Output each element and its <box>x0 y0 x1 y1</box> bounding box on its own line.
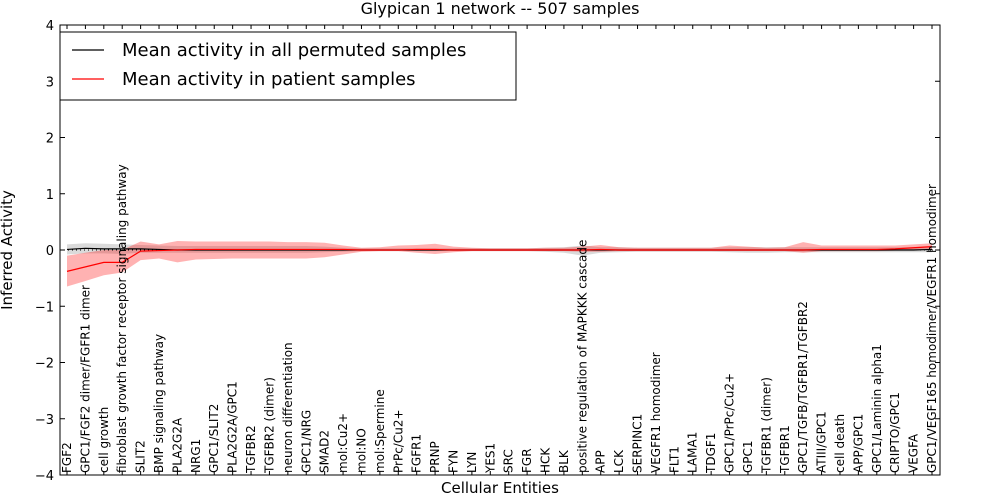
x-tick-label: mol:NO <box>354 428 368 473</box>
x-tick-label: HCK <box>539 447 553 473</box>
x-tick-label: TGFBR1 (dimer) <box>759 377 773 474</box>
legend-box <box>59 31 517 101</box>
x-tick-label: SLIT2 <box>134 440 148 473</box>
patient-samples-line <box>66 246 933 272</box>
x-tick-label: PLA2G2A <box>170 417 184 473</box>
x-tick-label: GPC1/TGFB/TGFBR1/TGFBR2 <box>796 301 810 473</box>
x-tick-label: FLT1 <box>667 446 681 473</box>
x-tick-label: ATIII/GPC1 <box>815 411 829 473</box>
y-axis-label: Inferred Activity <box>0 190 16 310</box>
plot-area <box>60 241 940 287</box>
x-tick-label: TGFBR2 (dimer) <box>262 377 276 474</box>
y-tick-label: 2 <box>46 132 54 147</box>
x-tick-label: LAMA1 <box>686 432 700 473</box>
x-tick-label: neuron differentiation <box>281 342 295 473</box>
patient-samples-band <box>67 241 932 287</box>
x-tick-label: TGFBR2 <box>244 425 258 474</box>
x-tick-label: FGFR1 <box>410 434 424 473</box>
legend-label: Mean activity in all permuted samples <box>122 40 466 61</box>
x-tick-label: PrPc/Cu2+ <box>391 409 405 473</box>
x-tick-label: cell growth <box>97 407 111 473</box>
x-tick-label: GPC1/PrPc/Cu2+ <box>723 373 737 473</box>
x-tick-label: SRC <box>502 449 516 473</box>
x-tick-label: BLK <box>557 449 571 473</box>
x-tick-label: PRNP <box>428 441 442 473</box>
x-tick-label: BMP signaling pathway <box>152 334 166 473</box>
x-tick-label: GPC1/VEGF165 homodimer/VEGFR1 homodimer <box>925 184 939 473</box>
x-tick-label: FGF2 <box>60 442 74 473</box>
y-tick-label: −3 <box>35 413 54 428</box>
x-axis-ticks: FGF2 GPC1/FGF2 dimer/FGFR1 dimer cell grow… <box>60 25 939 475</box>
x-tick-label: LYN <box>465 452 479 473</box>
x-tick-label: positive regulation of MAPKKK cascade <box>575 240 589 473</box>
x-tick-label: cell death <box>833 414 847 473</box>
x-tick-label: GPC1/SLIT2 <box>207 404 221 473</box>
y-tick-label: 0 <box>46 244 54 259</box>
x-tick-label: TDGF1 <box>704 433 718 474</box>
x-tick-label: VEGFR1 homodimer <box>649 352 663 473</box>
y-tick-label: −4 <box>35 469 54 484</box>
legend: Mean activity in all permuted samples Mea… <box>59 31 517 101</box>
x-tick-label: SERPINC1 <box>631 414 645 473</box>
legend-label: Mean activity in patient samples <box>122 69 416 90</box>
x-tick-label: VEGFA <box>907 433 921 473</box>
x-tick-label: YES1 <box>483 443 497 474</box>
x-tick-label: APP/GPC1 <box>851 414 865 473</box>
x-axis-label: Cellular Entities <box>441 479 559 497</box>
chart-title: Glypican 1 network -- 507 samples <box>361 0 640 18</box>
x-tick-label: PLA2G2A/GPC1 <box>226 381 240 473</box>
y-tick-label: 1 <box>46 188 54 203</box>
x-tick-label: NRG1 <box>189 439 203 473</box>
x-tick-label: mol:Cu2+ <box>336 413 350 473</box>
x-tick-label: FGR <box>520 448 534 473</box>
y-tick-label: 4 <box>46 19 54 34</box>
x-tick-label: APP <box>594 450 608 473</box>
x-tick-label: LCK <box>612 449 626 473</box>
y-tick-label: 3 <box>46 75 54 90</box>
y-axis-ticks: 4 3 2 1 0 −1 −2 −3 −4 <box>35 19 940 484</box>
y-tick-label: −2 <box>35 357 54 372</box>
x-tick-label: GPC1 <box>741 440 755 473</box>
x-tick-label: fibroblast growth factor receptor signal… <box>115 164 129 473</box>
x-tick-label: CRIPTO/GPC1 <box>888 392 902 473</box>
x-tick-label: SMAD2 <box>318 430 332 473</box>
y-tick-label: −1 <box>35 300 54 315</box>
x-tick-label: FYN <box>446 450 460 473</box>
x-tick-label: GPC1/NRG <box>299 410 313 473</box>
x-tick-label: GPC1/Laminin alpha1 <box>870 344 884 473</box>
x-tick-label: TGFBR1 <box>778 425 792 474</box>
x-tick-label: GPC1/FGF2 dimer/FGFR1 dimer <box>78 285 92 473</box>
x-tick-label: mol:Spermine <box>373 389 387 473</box>
